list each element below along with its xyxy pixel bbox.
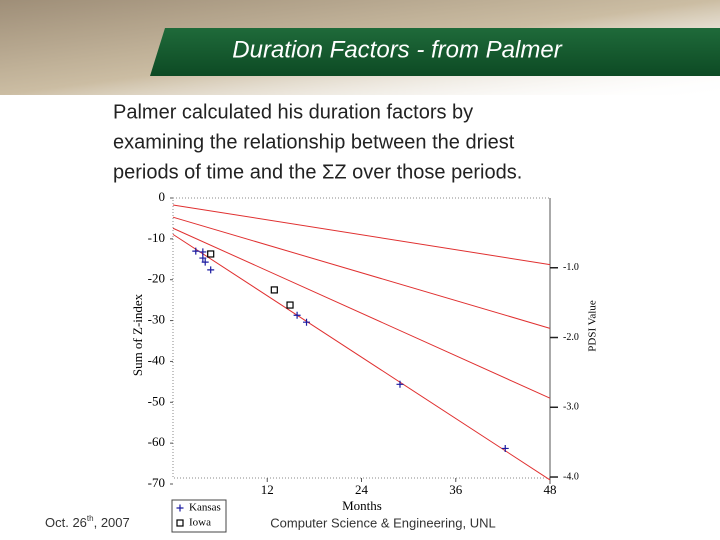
y-tick-label: -20 — [148, 271, 165, 286]
point-plus — [303, 318, 311, 326]
legend-label: Iowa — [189, 517, 211, 529]
y-axis-label: Sum of Z-index — [130, 293, 145, 376]
point-plus — [207, 266, 215, 274]
legend-label: Kansas — [189, 502, 221, 514]
duration-line — [172, 227, 551, 399]
y2-tick-label: -2.0 — [563, 332, 579, 343]
footer-center: Computer Science & Engineering, UNL — [270, 515, 495, 530]
plot-frame — [172, 197, 551, 479]
point-plus — [192, 247, 200, 255]
x-tick-label: 48 — [544, 482, 557, 497]
y-tick-label: -30 — [148, 312, 165, 327]
point-plus — [501, 444, 509, 452]
duration-line — [172, 233, 551, 481]
footer-date-sup: th — [87, 514, 94, 523]
x-tick-label: 24 — [355, 482, 369, 497]
point-square — [270, 286, 278, 294]
x-axis-label: Months — [342, 498, 382, 513]
y-tick-label: -70 — [148, 475, 165, 490]
y-tick-label: -50 — [148, 393, 165, 408]
y-tick-label: 0 — [159, 189, 166, 204]
y2-tick-label: -1.0 — [563, 262, 579, 273]
y-tick-label: -10 — [148, 230, 165, 245]
point-plus — [396, 380, 404, 388]
y2-axis-label: PDSI Value — [587, 300, 599, 352]
body-text: periods of time and the ΣZ over those pe… — [113, 161, 522, 183]
point-square — [286, 301, 294, 309]
title-bar — [150, 28, 720, 76]
duration-line — [172, 216, 551, 329]
footer-date: Oct. 26th, 2007 — [45, 514, 130, 530]
y2-tick-label: -4.0 — [563, 471, 579, 482]
legend-box — [171, 499, 227, 533]
footer-date-year: , 2007 — [94, 515, 130, 530]
slide-title: Duration Factors - from Palmer — [232, 36, 562, 63]
legend-marker — [176, 519, 184, 527]
point-square — [207, 250, 215, 258]
y-tick-label: -40 — [148, 352, 165, 367]
y2-tick-label: -3.0 — [563, 402, 579, 413]
legend-marker — [176, 504, 184, 512]
duration-line — [172, 204, 551, 266]
x-tick-label: 12 — [261, 482, 274, 497]
x-tick-label: 36 — [449, 482, 463, 497]
point-plus — [199, 254, 207, 262]
point-plus — [199, 248, 207, 256]
footer-date-main: Oct. 26 — [45, 515, 87, 530]
y-tick-label: -60 — [148, 434, 165, 449]
body-text: Palmer calculated his duration factors b… — [113, 101, 473, 123]
point-plus — [293, 311, 301, 319]
body-text: examining the relationship between the d… — [113, 131, 515, 153]
point-plus — [201, 258, 209, 266]
